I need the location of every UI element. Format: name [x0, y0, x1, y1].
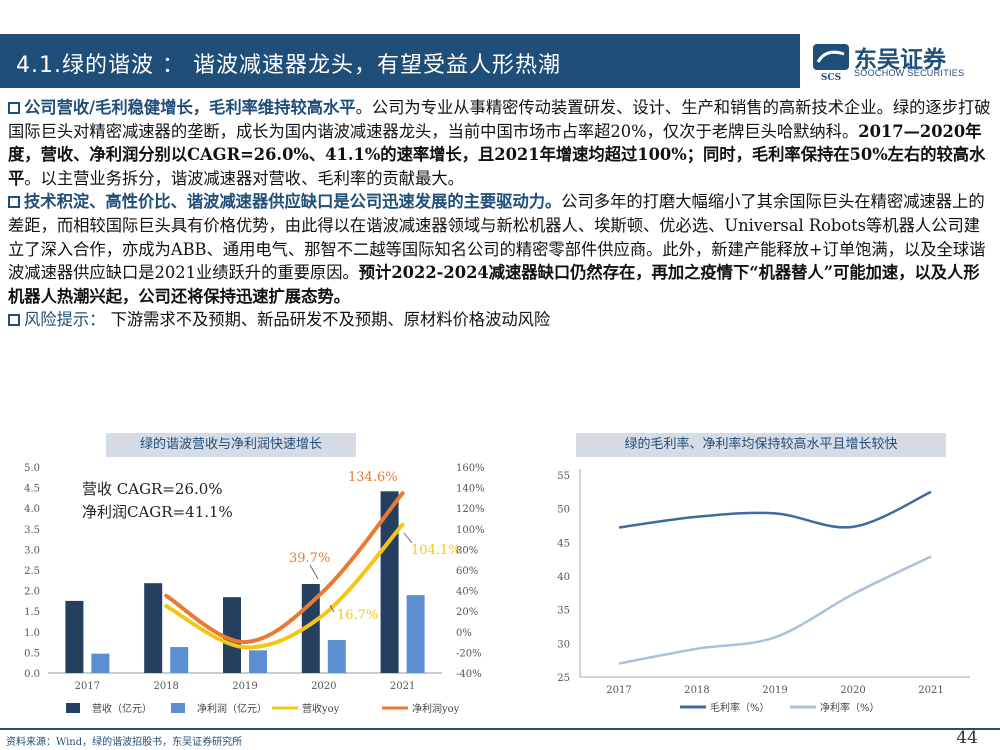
brand-logo: SCS 东吴证券 SOOCHOW SECURITIES — [812, 40, 992, 86]
y-left-tick-label: 0.0 — [24, 669, 40, 680]
legend-label: 净利润（亿元） — [197, 702, 267, 715]
legend-swatch — [171, 703, 185, 713]
y-left-tick-label: 1.5 — [24, 607, 40, 618]
y-left-tick-label: 3.5 — [24, 525, 40, 536]
cagr-revenue-label: 营收 CAGR=26.0% — [82, 480, 223, 498]
paragraph-growth: 公司营收/毛利稳健增长，毛利率维持较高水平。公司为专业从事精密传动装置研发、设计… — [8, 96, 992, 190]
body-text: 公司营收/毛利稳健增长，毛利率维持较高水平。公司为专业从事精密传动装置研发、设计… — [8, 96, 992, 332]
y-right-tick-label: 0% — [456, 628, 472, 639]
gross-margin-line — [618, 490, 932, 529]
annotation-leader-line — [329, 604, 335, 613]
y-left-tick-label: 4.0 — [24, 504, 40, 515]
y-tick-label: 55 — [557, 471, 570, 482]
y-left-tick-label: 2.5 — [24, 566, 40, 577]
paragraph-text: 下游需求不及预期、新品研发不及预期、原材料价格波动风险 — [105, 310, 551, 330]
legend-label: 净利率（%） — [820, 701, 880, 714]
page-title: 4.1.绿的谐波 ： 谐波减速器龙头，有望受益人形热潮 — [16, 53, 561, 78]
x-tick-label: 2021 — [390, 681, 415, 692]
header-bar: 4.1.绿的谐波 ： 谐波减速器龙头，有望受益人形热潮 — [0, 34, 800, 88]
paragraph-lead: 风险提示： — [24, 310, 106, 330]
x-tick-label: 2020 — [311, 681, 336, 692]
y-right-tick-label: 40% — [456, 587, 478, 598]
logo-name: 东吴证券 — [854, 47, 946, 73]
x-tick-label: 2018 — [684, 685, 709, 696]
x-tick-label: 2019 — [762, 685, 787, 696]
annotation-leader-line — [309, 564, 319, 580]
logo-icon: SCS — [813, 44, 849, 82]
paragraph-risk: 风险提示： 下游需求不及预期、新品研发不及预期、原材料价格波动风险 — [8, 308, 992, 332]
logo-subtitle: SOOCHOW SECURITIES — [854, 68, 965, 78]
legend-swatch — [66, 703, 80, 713]
y-left-tick-label: 4.5 — [24, 484, 40, 495]
y-tick-label: 35 — [557, 606, 570, 617]
x-tick-label: 2019 — [232, 681, 257, 692]
chart-left-title: 绿的谐波营收与净利润快速增长 — [106, 433, 356, 457]
paragraph-lead: 公司营收/毛利稳健增长，毛利率维持较高水平 — [24, 98, 356, 117]
profit-yoy-line — [164, 491, 405, 645]
legend-label: 营收yoy — [302, 702, 340, 715]
annotation-leader-line — [403, 532, 413, 544]
margin-chart: 25 30 35 40 45 50 55 2017 2018 2019 2020 2021 毛利率（%… — [557, 469, 970, 714]
y-right-tick-label: -20% — [456, 648, 482, 659]
paragraph-bold: 预计2022-2024减速器缺口仍然存在，再加之疫情下“机器替人”可能加速，以及… — [8, 263, 980, 306]
profit-bar — [249, 650, 267, 673]
y-right-tick-label: -40% — [456, 669, 482, 680]
legend-label: 净利润yoy — [412, 702, 460, 715]
x-tick-label: 2018 — [153, 681, 178, 692]
revenue-bar — [65, 600, 84, 673]
y-right-tick-label: 80% — [456, 545, 478, 556]
y-right-tick-label: 60% — [456, 566, 478, 577]
profit-bar — [406, 595, 425, 673]
y-left-tick-label: 3.0 — [24, 545, 40, 556]
x-tick-label: 2017 — [606, 685, 631, 696]
paragraph-bold: 2017—2020年度，营收、净利润分别以CAGR=26.0%、41.1%的速率… — [8, 121, 986, 188]
y-tick-label: 40 — [557, 572, 570, 583]
paragraph-text: 。公司为专业从事精密传动装置研发、设计、生产和销售的高新技术企业。绿的逐步打破国… — [8, 98, 991, 141]
y-tick-label: 25 — [557, 673, 570, 684]
y-left-tick-label: 0.5 — [24, 648, 40, 659]
revenue-yoy-line — [164, 522, 405, 650]
annotation-profit-yoy-2021: 134.6% — [348, 470, 398, 485]
profit-bar — [170, 647, 189, 673]
revenue-bar — [144, 583, 163, 673]
y-right-tick-label: 20% — [456, 607, 478, 618]
y-left-tick-label: 1.0 — [24, 628, 40, 639]
legend-label: 毛利率（%） — [710, 701, 770, 714]
x-tick-label: 2020 — [840, 685, 865, 696]
y-right-tick-label: 160% — [456, 463, 485, 474]
y-tick-label: 50 — [557, 505, 570, 516]
x-tick-label: 2017 — [75, 681, 100, 692]
y-left-tick-label: 5.0 — [24, 463, 40, 474]
y-right-tick-label: 100% — [456, 525, 485, 536]
annotation-revenue-yoy-2021: 104.1% — [411, 543, 461, 558]
profit-bar — [327, 640, 346, 673]
y-tick-label: 30 — [557, 639, 570, 650]
annotation-revenue-yoy-2020: 16.7% — [337, 608, 378, 623]
annotation-profit-yoy-2020: 39.7% — [289, 551, 330, 566]
footer-divider — [0, 728, 1000, 730]
bullet-box-icon — [8, 314, 20, 327]
y-right-tick-label: 120% — [456, 504, 485, 515]
chart-right-title: 绿的毛利率、净利率均保持较高水平且增长较快 — [576, 433, 946, 457]
cagr-profit-label: 净利润CAGR=41.1% — [82, 503, 233, 521]
revenue-profit-chart: 0.0 0.5 1.0 1.5 2.0 2.5 3.0 3.5 4.0 4.5 5.0 -40% -20… — [24, 463, 485, 715]
revenue-bar — [223, 597, 241, 673]
bullet-box-icon — [8, 102, 20, 114]
net-margin-line — [618, 555, 932, 665]
paragraph-tail: 。以主营业务拆分，谐波减速器对营收、毛利率的贡献最大。 — [24, 168, 464, 188]
legend-label: 营收（亿元） — [92, 702, 152, 715]
page-number: 44 — [956, 728, 978, 748]
y-tick-label: 45 — [557, 538, 570, 549]
y-right-tick-label: 140% — [456, 484, 485, 495]
y-left-tick-label: 2.0 — [24, 587, 40, 598]
x-tick-label: 2021 — [918, 685, 943, 696]
footer-source: 资料来源：Wind，绿的谐波招股书，东吴证券研究所 — [6, 737, 243, 748]
paragraph-lead: 技术积淀、高性价比、谐波减速器供应缺口是公司迅速发展的主要驱动力。 — [24, 192, 562, 212]
bullet-box-icon — [8, 196, 20, 209]
paragraph-text: 公司多年的打磨大幅缩小了其余国际巨头在精密减速器上的差距，而相较国际巨头具有价格… — [8, 192, 986, 283]
paragraph-drivers: 技术积淀、高性价比、谐波减速器供应缺口是公司迅速发展的主要驱动力。公司多年的打磨… — [8, 190, 992, 308]
profit-bar — [91, 653, 110, 673]
logo-mark: SCS — [821, 73, 841, 82]
